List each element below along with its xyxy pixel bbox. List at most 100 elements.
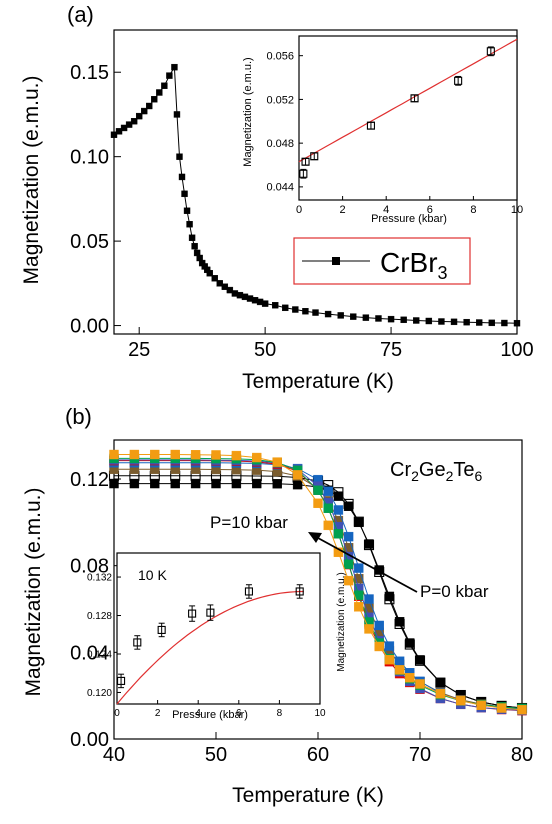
data-point (292, 306, 299, 313)
data-point (272, 302, 279, 309)
y-tick-label: 0.048 (266, 138, 294, 150)
series-group-a-main (110, 63, 521, 327)
y-tick-label: 0.132 (87, 573, 112, 584)
data-point (252, 452, 262, 463)
data-point (129, 478, 140, 489)
x-tick-label: 60 (307, 744, 329, 766)
data-point (211, 450, 221, 460)
data-point (110, 131, 118, 138)
compound-cr: Cr (390, 459, 411, 481)
y-tick-label: 0.05 (70, 231, 109, 253)
data-point (513, 319, 521, 327)
data-point (438, 318, 445, 325)
arrow-head (308, 532, 322, 543)
data-point (323, 486, 333, 497)
panel-a-legend: CrBr3 (293, 237, 471, 285)
data-point (450, 318, 458, 326)
data-point (374, 641, 384, 652)
data-point (394, 665, 405, 675)
data-point (157, 625, 166, 634)
data-point (333, 505, 344, 515)
x-tick-label: 100 (500, 339, 533, 361)
x-tick-label: 25 (128, 339, 150, 361)
data-point (313, 498, 323, 508)
data-point (354, 602, 364, 612)
series-line (114, 475, 523, 709)
data-point (364, 594, 374, 604)
data-point (125, 121, 133, 128)
data-point (413, 317, 420, 324)
data-point (146, 102, 153, 110)
data-point (231, 450, 242, 461)
data-point (343, 498, 354, 509)
data-point (501, 319, 508, 327)
annotation-arrow (308, 532, 418, 593)
data-point (384, 594, 395, 605)
data-point (350, 313, 357, 320)
x-tick-label: 8 (277, 708, 283, 719)
data-point (117, 676, 126, 685)
data-point (384, 641, 395, 651)
data-point (312, 309, 319, 316)
annotation-p10: P=10 kbar (210, 513, 288, 532)
y-tick-label: 0.056 (266, 51, 294, 63)
x-tick-label: 40 (103, 744, 125, 766)
data-point (374, 620, 384, 631)
legend-label: CrBr3 (380, 247, 448, 283)
data-point (354, 563, 364, 573)
data-point (129, 449, 140, 460)
panel-b-compound: Cr2Ge2Te6 (390, 459, 483, 484)
data-point (226, 286, 234, 294)
compound-sub3: 6 (475, 468, 483, 484)
legend-marker (332, 257, 340, 265)
data-point (252, 478, 262, 489)
y-tick-label: 0.00 (70, 316, 109, 338)
series-group-a-inset (298, 38, 518, 179)
compound-te: Te (453, 459, 474, 481)
data-point (435, 689, 446, 699)
data-point (282, 304, 289, 312)
data-point (353, 516, 364, 527)
data-point (211, 275, 218, 282)
y-tick-label: 0.120 (87, 688, 112, 699)
panel-a-inset-xlabel: Pressure (kbar) (371, 213, 447, 225)
data-point (221, 283, 229, 290)
data-point (343, 559, 354, 569)
data-point (410, 94, 419, 103)
data-point (476, 319, 483, 326)
data-point (343, 531, 354, 542)
data-point (135, 112, 143, 120)
data-point (404, 639, 415, 650)
data-point (190, 478, 201, 489)
panel-a-xlabel: Temperature (K) (242, 370, 394, 393)
x-tick-label: 75 (380, 339, 402, 361)
data-point (324, 310, 332, 318)
data-point (302, 308, 309, 315)
legend-label-main: CrBr (380, 247, 438, 278)
x-tick-label: 0 (296, 204, 302, 216)
data-point (394, 656, 405, 666)
data-point (120, 124, 128, 132)
data-point (323, 520, 333, 531)
x-tick-label: 10 (314, 708, 326, 719)
axes-b-main: 40 50 60 70 800.000.040.080.12 (70, 439, 533, 766)
data-point (463, 318, 470, 326)
panel-b-inset-xlabel: Pressure (kbar) (172, 709, 248, 721)
data-point (272, 479, 282, 489)
data-point (295, 587, 304, 596)
y-tick-label: 0.12 (70, 469, 109, 491)
data-point (415, 679, 425, 689)
data-point (362, 314, 370, 321)
plot-frame (116, 552, 321, 705)
data-point (301, 157, 310, 166)
data-point (310, 152, 319, 161)
data-point (133, 638, 142, 647)
data-point (337, 312, 344, 319)
plot-frame (298, 35, 518, 201)
data-point (188, 609, 197, 618)
data-point (171, 63, 178, 71)
data-point (333, 529, 344, 539)
data-point (216, 280, 223, 287)
data-point (333, 487, 344, 498)
